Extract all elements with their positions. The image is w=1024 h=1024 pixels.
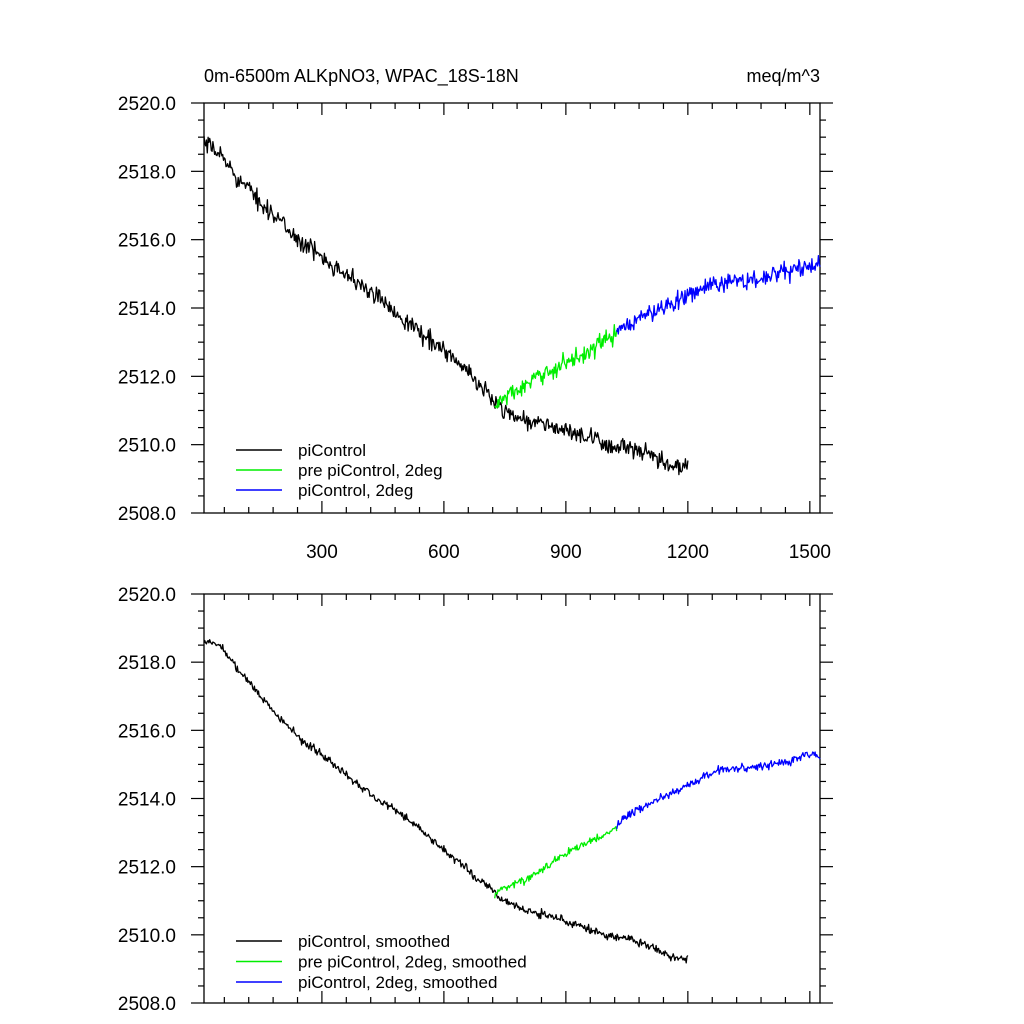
series-line [494,826,618,899]
series-line [616,254,821,335]
legend-label: piControl, smoothed [298,932,450,951]
y-tick-label: 2516.0 [118,231,176,252]
x-tick-label: 1500 [789,542,831,563]
y-tick-label: 2514.0 [118,299,176,320]
legend-label: piControl, 2deg [298,481,413,500]
y-tick-label: 2512.0 [118,367,176,388]
bottom-legend: piControl, smoothed pre piControl, 2deg, … [236,932,527,992]
top-series [203,135,821,476]
top-plot-frame [203,102,821,514]
x-tick-label: 1200 [667,542,709,563]
series-line [203,639,689,964]
bottom-y-tick-labels: 2508.0 2510.0 2512.0 2514.0 2516.0 2518.0 2520… [118,585,176,1015]
chart-title: 0m-6500m ALKpNO3, WPAC_18S-18N [204,66,519,87]
y-tick-label: 2510.0 [118,926,176,947]
legend-label: piControl [298,441,366,460]
series-line [494,324,618,409]
y-tick-label: 2508.0 [118,504,176,525]
bottom-panel: 2508.0 2510.0 2512.0 2514.0 2516.0 2518.0 2520… [118,585,833,1015]
top-x-tick-labels: 300 600 900 1200 1500 [306,542,831,563]
y-tick-label: 2514.0 [118,790,176,811]
legend-label: piControl, 2deg, smoothed [298,973,497,992]
units-label: meq/m^3 [747,66,820,86]
series-line [616,751,821,830]
legend-label: pre piControl, 2deg, smoothed [298,953,527,972]
y-tick-label: 2512.0 [118,858,176,879]
top-ticks [191,102,833,514]
y-tick-label: 2518.0 [118,653,176,674]
bottom-series [203,639,821,964]
x-tick-label: 600 [428,542,460,563]
x-tick-label: 900 [550,542,582,563]
y-tick-label: 2516.0 [118,721,176,742]
y-tick-label: 2520.0 [118,94,176,115]
bottom-ticks [191,593,833,1004]
x-tick-label: 300 [306,542,338,563]
bottom-plot-frame [203,593,821,1004]
y-tick-label: 2510.0 [118,436,176,457]
legend-label: pre piControl, 2deg [298,461,443,480]
top-panel: 2508.0 2510.0 2512.0 2514.0 2516.0 2518.0 2520… [118,94,833,563]
series-line [203,135,689,476]
y-tick-label: 2518.0 [118,162,176,183]
top-y-tick-labels: 2508.0 2510.0 2512.0 2514.0 2516.0 2518.0 2520… [118,94,176,525]
y-tick-label: 2520.0 [118,585,176,606]
y-tick-label: 2508.0 [118,994,176,1015]
